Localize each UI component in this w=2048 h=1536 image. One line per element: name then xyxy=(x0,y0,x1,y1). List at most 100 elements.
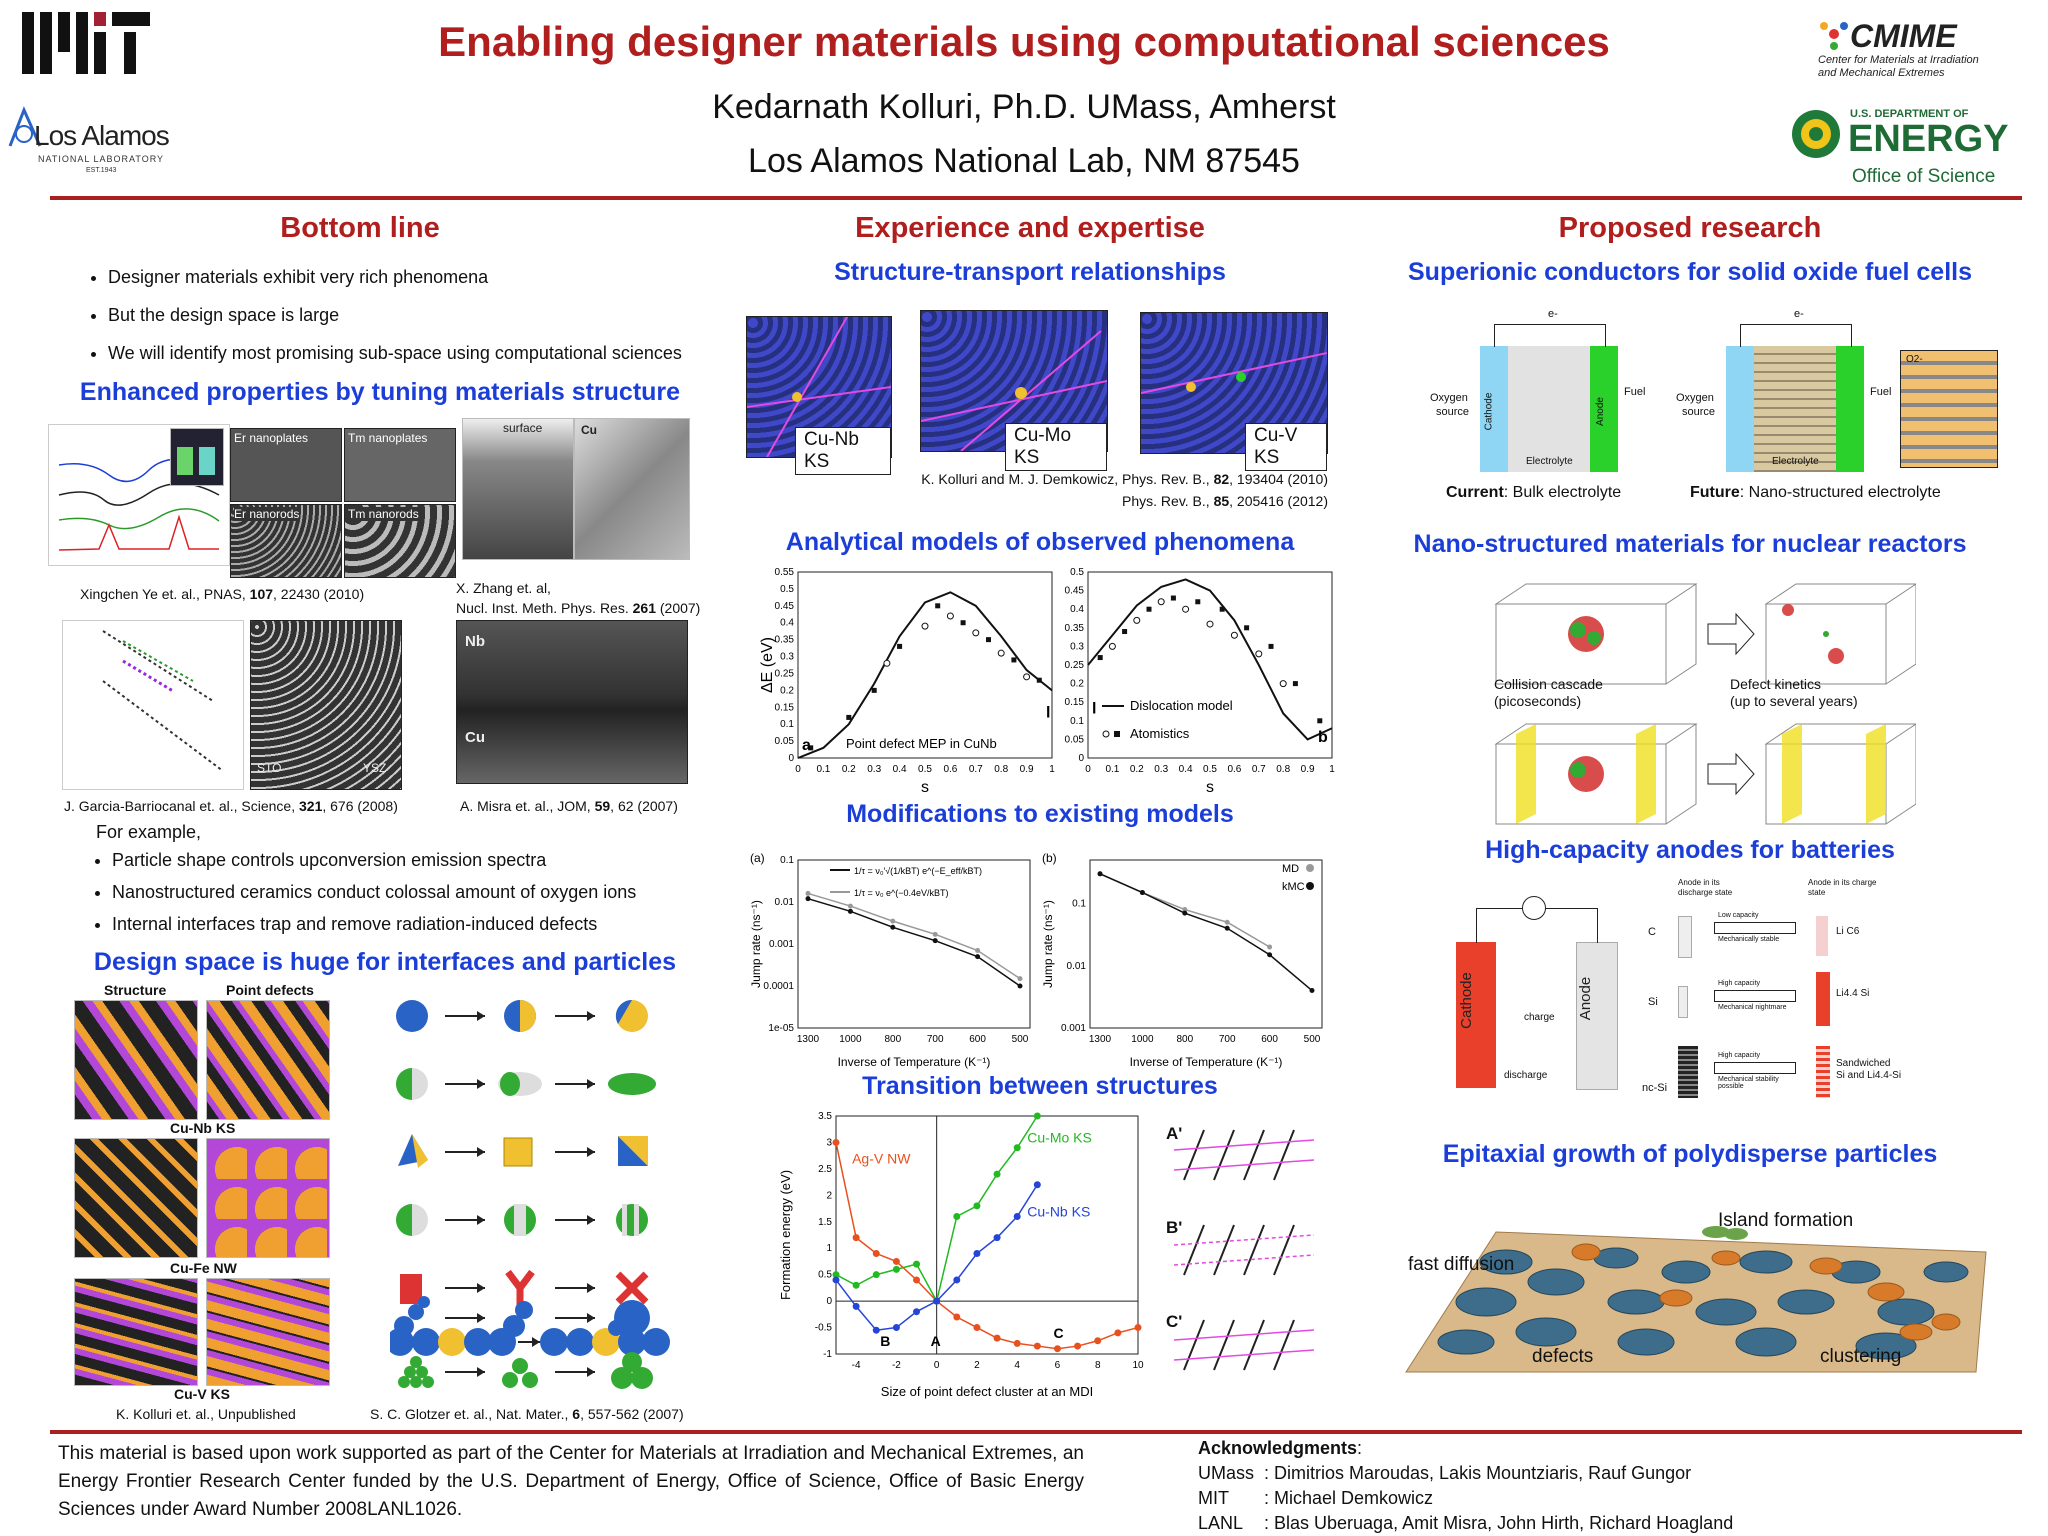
x-tick-label: 1 xyxy=(1049,764,1055,775)
anode-material-label: nc-Si xyxy=(1642,1082,1668,1094)
atom-icon xyxy=(1820,22,1848,50)
nuclear-heading: Nano-structured materials for nuclear re… xyxy=(1413,530,1967,558)
x-axis-label: Inverse of Temperature (K⁻¹) xyxy=(838,1055,991,1069)
rate-point xyxy=(847,903,853,909)
y-tick-label: 0.35 xyxy=(1065,623,1085,634)
y-tick-label: 3.5 xyxy=(818,1111,832,1122)
stacking-a xyxy=(1173,1129,1315,1181)
atomistic-point-open xyxy=(921,622,929,630)
energy-point xyxy=(1033,1342,1041,1350)
capacity-arrow-label: High capacity xyxy=(1718,980,1761,987)
migration-path-overlay xyxy=(921,330,1107,451)
electron-label: e- xyxy=(1548,308,1558,320)
enhanced-properties-heading: Enhanced properties by tuning materials … xyxy=(79,378,681,406)
shape-row-sphere xyxy=(396,999,648,1032)
energy-point xyxy=(993,1334,1001,1342)
legend-label: 1/τ = ν₀′√(1/kBT) e^(−E_eff/kBT) xyxy=(854,866,982,876)
atomistic-point-open xyxy=(883,659,891,667)
annotation-a: a xyxy=(802,737,811,754)
defect-kinetics-caption: Defect kinetics (up to several years) xyxy=(1730,676,1858,709)
energy-point xyxy=(1013,1212,1021,1220)
cascade-box-with-interfaces xyxy=(1494,723,1698,825)
anode-slab-label: Anode xyxy=(1577,976,1595,1021)
anode-label: Anode xyxy=(1594,397,1606,426)
oxygen-label: Oxygen xyxy=(1676,392,1714,404)
atomistic-point-filled xyxy=(846,714,852,720)
annotation-l: l xyxy=(1092,700,1096,717)
er-nanorods-image: Er nanorods xyxy=(230,504,342,578)
mechanics-note: Mechanical stability possible xyxy=(1718,1076,1779,1090)
y-tick-label: 0.1 xyxy=(780,719,794,730)
atomistic-point-open xyxy=(1279,680,1287,688)
atomistic-point-open xyxy=(972,629,980,637)
cu-mo-ks-panel: Cu-Mo KS xyxy=(920,310,1108,471)
x-tick-label: 500 xyxy=(1304,1034,1321,1045)
plot-frame xyxy=(1089,859,1323,1029)
atomistic-point-filled xyxy=(935,603,941,609)
modifications-heading: Modifications to existing models xyxy=(846,800,1234,828)
series-label: Cu-Mo KS xyxy=(1027,1129,1092,1145)
x-tick-label: 8 xyxy=(1095,1360,1101,1371)
sofc-current-diagram: e- Oxygen source Fuel Electrolyte Cathod… xyxy=(1430,306,1660,482)
sofc-current-caption: Current: Bulk electrolyte xyxy=(1446,484,1622,501)
cu-v-structure-tile xyxy=(74,1278,198,1386)
sofc-heading: Superionic conductors for solid oxide fu… xyxy=(1408,258,1972,286)
cathode-slab xyxy=(1456,942,1496,1088)
design-space-heading: Design space is huge for interfaces and … xyxy=(93,948,677,976)
battery-diagram: Cathode Anode charge discharge Anode in … xyxy=(1456,872,1976,1098)
x-tick-label: 0.4 xyxy=(1179,764,1193,775)
y-tick-label: 1.5 xyxy=(818,1217,832,1228)
er-nanoplates-image: Er nanoplates xyxy=(230,428,342,502)
y-tick-label: 3 xyxy=(826,1137,832,1148)
cu-nb-ks-panel: Cu-Nb KS xyxy=(746,316,892,475)
electron-label: e- xyxy=(1794,308,1804,320)
discharge-state-label: Anode in its discharge state xyxy=(1678,878,1733,897)
y-axis-label: Jump rate (ns⁻¹) xyxy=(1041,900,1055,988)
energy-point xyxy=(953,1313,961,1321)
legend-marker xyxy=(1306,864,1314,872)
capacity-arrow xyxy=(1714,990,1796,1002)
lanl-mark-icon xyxy=(8,106,42,147)
atomistic-point-open xyxy=(1255,650,1263,658)
y-tick-label: 0.01 xyxy=(775,897,795,908)
citation-kolluri-prb: K. Kolluri and M. J. Demkowicz, Phys. Re… xyxy=(921,471,1328,509)
x-tick-label: 800 xyxy=(884,1034,901,1045)
energy-series-line xyxy=(835,1142,1139,1350)
tm-nanorods-image: Tm nanorods xyxy=(344,504,456,578)
circuit-wire xyxy=(1494,324,1606,347)
atomistic-point-filled xyxy=(986,637,991,643)
rate-point xyxy=(932,938,938,944)
atomistic-point-filled xyxy=(871,687,877,693)
atomistic-point-open xyxy=(1182,605,1190,613)
doe-top: U.S. DEPARTMENT OF xyxy=(1850,108,1969,120)
citation-ye: Xingchen Ye et. al., PNAS, 107, 22430 (2… xyxy=(80,586,365,602)
energy-point xyxy=(872,1250,880,1258)
energy-point xyxy=(892,1257,900,1265)
series-label: Cu-Nb KS xyxy=(1027,1203,1090,1219)
analytical-chart-right: 0 0.1 0.2 0.3 0.4 0.5 0.6 0.7 0.8 0.9 1 0 0.05 0.1 0.1… xyxy=(1065,567,1336,796)
atomistic-point-filled xyxy=(1317,718,1323,724)
atomistic-point-filled xyxy=(1292,681,1298,687)
particle-shapes-grid-lower xyxy=(394,1296,653,1389)
fig-label: Tm nanoplates xyxy=(348,431,428,445)
x-tick-label: 0.6 xyxy=(1227,764,1241,775)
legend-marker xyxy=(1306,882,1314,890)
mechanics-note: Mechanically stable xyxy=(1718,936,1780,943)
energy-point xyxy=(913,1260,921,1268)
energy-point xyxy=(852,1302,860,1310)
rate-line xyxy=(1099,873,1313,992)
x-tick-label: 0.2 xyxy=(842,764,856,775)
point-label-c: C xyxy=(1053,1325,1063,1341)
fig-label: YSZ xyxy=(363,761,387,775)
cu-v-ks-panel: Cu-V KS xyxy=(1140,312,1328,471)
lanl-est: EST.1943 xyxy=(86,167,117,174)
atomistic-point-filled xyxy=(960,620,966,626)
capacity-arrow xyxy=(1714,922,1796,934)
annotation-l: l xyxy=(1046,704,1050,721)
doe-seal-icon xyxy=(1792,110,1840,158)
fig-label: Er nanorods xyxy=(234,507,300,521)
rate-point xyxy=(932,931,938,937)
energy-point xyxy=(1013,1144,1021,1152)
x-tick-label: 1000 xyxy=(839,1034,862,1045)
substrate-particles xyxy=(1437,1247,1969,1360)
